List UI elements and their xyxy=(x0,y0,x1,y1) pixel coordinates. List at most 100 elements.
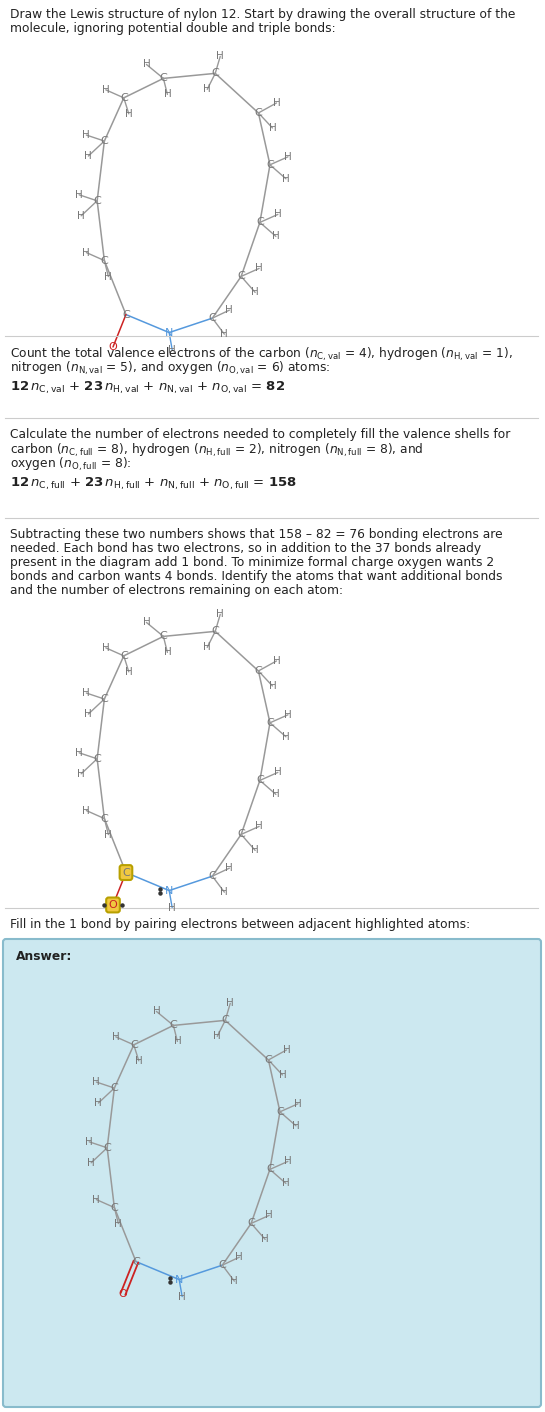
Text: H: H xyxy=(105,830,112,840)
Text: H: H xyxy=(274,767,282,778)
Text: H: H xyxy=(105,271,112,281)
Text: H: H xyxy=(114,1219,122,1228)
Text: H: H xyxy=(282,731,290,741)
Text: Calculate the number of electrons needed to completely fill the valence shells f: Calculate the number of electrons needed… xyxy=(10,428,510,441)
Text: oxygen ($n_\mathregular{O,full}$ = 8):: oxygen ($n_\mathregular{O,full}$ = 8): xyxy=(10,456,131,473)
Text: C: C xyxy=(100,256,108,265)
Text: H: H xyxy=(84,709,92,719)
Text: present in the diagram add 1 bond. To minimize formal charge oxygen wants 2: present in the diagram add 1 bond. To mi… xyxy=(10,556,494,569)
Text: H: H xyxy=(231,1276,238,1286)
Text: Count the total valence electrons of the carbon ($n_\mathregular{C,val}$ = 4), h: Count the total valence electrons of the… xyxy=(10,346,513,363)
Text: H: H xyxy=(251,288,259,298)
Text: $\mathbf{12}\,n_\mathregular{C,full}$ + $\mathbf{23}\,n_\mathregular{H,full}$ + : $\mathbf{12}\,n_\mathregular{C,full}$ + … xyxy=(10,476,297,493)
Text: H: H xyxy=(164,647,171,658)
Text: C: C xyxy=(122,309,130,319)
Text: nitrogen ($n_\mathregular{N,val}$ = 5), and oxygen ($n_\mathregular{O,val}$ = 6): nitrogen ($n_\mathregular{N,val}$ = 5), … xyxy=(10,360,330,377)
Text: C: C xyxy=(132,1257,140,1267)
Text: H: H xyxy=(82,806,90,816)
Text: H: H xyxy=(112,1032,120,1042)
Text: H: H xyxy=(178,1292,186,1302)
Text: H: H xyxy=(226,998,234,1008)
Text: H: H xyxy=(77,210,85,220)
Text: H: H xyxy=(265,1210,273,1220)
Text: H: H xyxy=(213,1031,221,1042)
Text: C: C xyxy=(160,631,167,641)
Text: C: C xyxy=(93,196,101,206)
Text: C: C xyxy=(209,871,216,881)
Text: C: C xyxy=(219,1260,226,1271)
Text: Draw the Lewis structure of nylon 12. Start by drawing the overall structure of : Draw the Lewis structure of nylon 12. St… xyxy=(10,8,516,21)
Text: H: H xyxy=(216,51,224,61)
Text: H: H xyxy=(82,688,90,698)
Text: H: H xyxy=(272,97,280,107)
Text: H: H xyxy=(82,130,90,140)
Text: Fill in the 1 bond by pairing electrons between adjacent highlighted atoms:: Fill in the 1 bond by pairing electrons … xyxy=(10,918,470,931)
Text: H: H xyxy=(84,151,92,161)
Text: H: H xyxy=(284,1156,292,1166)
Text: H: H xyxy=(284,710,292,720)
Text: and the number of electrons remaining on each atom:: and the number of electrons remaining on… xyxy=(10,585,343,597)
Text: H: H xyxy=(216,610,224,620)
Text: H: H xyxy=(294,1099,302,1108)
Text: H: H xyxy=(75,748,83,758)
Text: C: C xyxy=(93,754,101,764)
Text: C: C xyxy=(100,813,108,823)
Text: C: C xyxy=(100,136,108,145)
Text: O: O xyxy=(119,1289,128,1299)
Text: H: H xyxy=(164,89,171,99)
Text: H: H xyxy=(93,1195,100,1204)
Text: H: H xyxy=(85,1137,93,1147)
Text: H: H xyxy=(235,1252,243,1262)
Text: $\mathbf{12}\,n_\mathregular{C,val}$ + $\mathbf{23}\,n_\mathregular{H,val}$ + $n: $\mathbf{12}\,n_\mathregular{C,val}$ + $… xyxy=(10,380,285,397)
Text: H: H xyxy=(173,1036,181,1046)
Text: H: H xyxy=(261,1234,269,1244)
Text: H: H xyxy=(94,1099,102,1108)
Text: C: C xyxy=(111,1083,118,1093)
Text: H: H xyxy=(87,1158,95,1168)
Text: H: H xyxy=(269,123,276,133)
Text: C: C xyxy=(122,867,130,878)
Text: H: H xyxy=(75,189,83,201)
Text: O: O xyxy=(108,342,117,352)
Text: C: C xyxy=(120,93,128,103)
Text: C: C xyxy=(130,1039,138,1051)
Text: H: H xyxy=(203,642,211,652)
Text: C: C xyxy=(100,695,108,705)
Text: C: C xyxy=(221,1015,229,1025)
Text: H: H xyxy=(102,85,110,95)
Text: H: H xyxy=(102,642,110,652)
Text: H: H xyxy=(143,59,150,69)
Text: Subtracting these two numbers shows that 158 – 82 = 76 bonding electrons are: Subtracting these two numbers shows that… xyxy=(10,528,502,541)
Text: H: H xyxy=(282,1045,290,1055)
Text: C: C xyxy=(256,217,264,227)
Text: C: C xyxy=(211,68,219,78)
Text: N: N xyxy=(165,885,173,895)
Text: C: C xyxy=(111,1203,118,1213)
Text: needed. Each bond has two electrons, so in addition to the 37 bonds already: needed. Each bond has two electrons, so … xyxy=(10,542,481,555)
Text: C: C xyxy=(237,829,245,839)
Text: H: H xyxy=(284,152,292,162)
Text: C: C xyxy=(266,160,274,169)
Text: C: C xyxy=(264,1055,272,1065)
Text: H: H xyxy=(282,1179,290,1189)
Text: carbon ($n_\mathregular{C,full}$ = 8), hydrogen ($n_\mathregular{H,full}$ = 2), : carbon ($n_\mathregular{C,full}$ = 8), h… xyxy=(10,442,423,459)
Text: C: C xyxy=(255,107,262,119)
Text: H: H xyxy=(135,1056,143,1066)
Text: C: C xyxy=(237,271,245,281)
Text: Answer:: Answer: xyxy=(16,950,72,963)
Text: H: H xyxy=(125,666,132,676)
Text: H: H xyxy=(278,1070,286,1080)
Text: C: C xyxy=(247,1219,255,1228)
Text: H: H xyxy=(226,305,233,315)
Text: H: H xyxy=(143,617,150,627)
Text: C: C xyxy=(266,717,274,727)
Text: C: C xyxy=(209,313,216,323)
Text: C: C xyxy=(160,73,167,83)
Text: H: H xyxy=(93,1077,100,1087)
Text: H: H xyxy=(221,329,228,339)
Text: C: C xyxy=(211,627,219,637)
Text: H: H xyxy=(269,681,276,690)
Text: O: O xyxy=(108,899,117,909)
Text: C: C xyxy=(276,1107,284,1117)
Text: N: N xyxy=(175,1275,183,1285)
